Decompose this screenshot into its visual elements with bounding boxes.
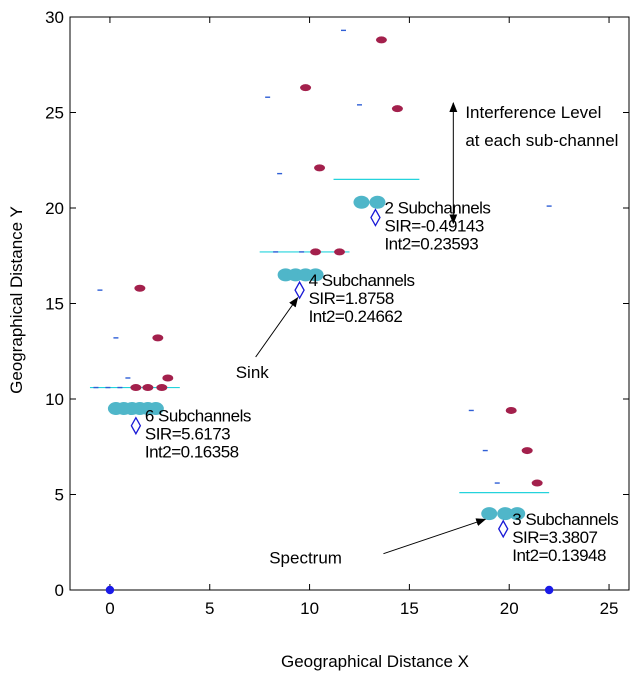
interference-annotation: at each sub-channel bbox=[465, 131, 618, 150]
cluster-label: 6 Subchannels bbox=[145, 407, 251, 426]
cluster-label: SIR=-0.49143 bbox=[384, 217, 483, 236]
cluster-label: SIR=3.3807 bbox=[512, 528, 597, 547]
interferer-dot bbox=[310, 248, 322, 256]
interferer-dot bbox=[162, 374, 174, 382]
subchannel-dot bbox=[147, 402, 164, 416]
interferer-dot bbox=[521, 447, 533, 455]
tick-marks bbox=[70, 16, 629, 591]
cluster-label: 4 Subchannels bbox=[309, 271, 415, 290]
sink-diamond bbox=[130, 416, 142, 436]
y-tick-label: 25 bbox=[45, 104, 64, 123]
x-tick-label: 10 bbox=[300, 599, 319, 618]
interferer-dot bbox=[334, 248, 346, 256]
cluster-label: 3 Subchannels bbox=[512, 510, 618, 529]
interferer-dot bbox=[130, 384, 142, 392]
y-tick-label: 0 bbox=[55, 581, 64, 600]
interferer-dot bbox=[391, 105, 403, 113]
data-points bbox=[93, 29, 554, 595]
subchannel-dot bbox=[481, 507, 498, 521]
interferer-dot bbox=[142, 384, 154, 392]
y-tick-label: 30 bbox=[45, 8, 64, 27]
sink-arrow bbox=[255, 296, 299, 358]
subchannel-dot bbox=[353, 195, 370, 209]
node-point bbox=[544, 585, 554, 595]
subchannel-dot bbox=[307, 268, 324, 282]
spectrum-arrow bbox=[383, 518, 487, 555]
spectrum-annotation: Spectrum bbox=[269, 548, 342, 567]
cluster-label: Int2=0.16358 bbox=[145, 443, 239, 462]
interferer-dot bbox=[531, 479, 543, 487]
sink-diamond bbox=[370, 208, 381, 227]
interferer-dot bbox=[375, 36, 387, 44]
x-axis-title: Geographical Distance X bbox=[281, 652, 469, 671]
y-tick-label: 10 bbox=[45, 390, 64, 409]
y-tick-label: 20 bbox=[45, 199, 64, 218]
cluster-label: Int2=0.23593 bbox=[384, 235, 478, 254]
x-tick-label: 20 bbox=[500, 599, 519, 618]
cluster-label: 2 Subchannels bbox=[384, 199, 490, 218]
sink-diamond bbox=[294, 280, 305, 300]
x-tick-label: 15 bbox=[400, 599, 419, 618]
tick-labels: 0 5 10 15 20 25 0 5 10 15 20 25 30 bbox=[45, 8, 618, 618]
y-tick-label: 15 bbox=[45, 295, 64, 314]
interferer-dot bbox=[134, 284, 146, 292]
interferer-dot bbox=[300, 84, 312, 92]
x-tick-label: 5 bbox=[205, 599, 214, 618]
x-tick-label: 25 bbox=[600, 599, 619, 618]
subchannel-dot bbox=[369, 195, 386, 209]
plot-area bbox=[69, 16, 630, 591]
interference-annotation: Interference Level bbox=[465, 103, 601, 122]
sink-diamond bbox=[497, 519, 509, 539]
cluster-label: SIR=1.8758 bbox=[309, 289, 394, 308]
interferer-dot bbox=[505, 406, 517, 414]
subchannel-dot bbox=[497, 507, 514, 521]
x-tick-label: 0 bbox=[105, 599, 114, 618]
y-axis-title: Geographical Distance Y bbox=[7, 206, 26, 394]
sink-annotation: Sink bbox=[236, 363, 270, 382]
node-point bbox=[105, 585, 115, 595]
y-tick-label: 5 bbox=[55, 486, 64, 505]
cluster-label: Int2=0.24662 bbox=[309, 307, 403, 326]
subchannel-dot bbox=[509, 507, 526, 521]
cluster-label: Int2=0.13948 bbox=[512, 546, 606, 565]
interferer-dot bbox=[156, 384, 168, 392]
cluster-label: SIR=5.6173 bbox=[145, 425, 230, 444]
interferer-dot bbox=[152, 334, 164, 342]
interferer-dot bbox=[314, 164, 326, 172]
